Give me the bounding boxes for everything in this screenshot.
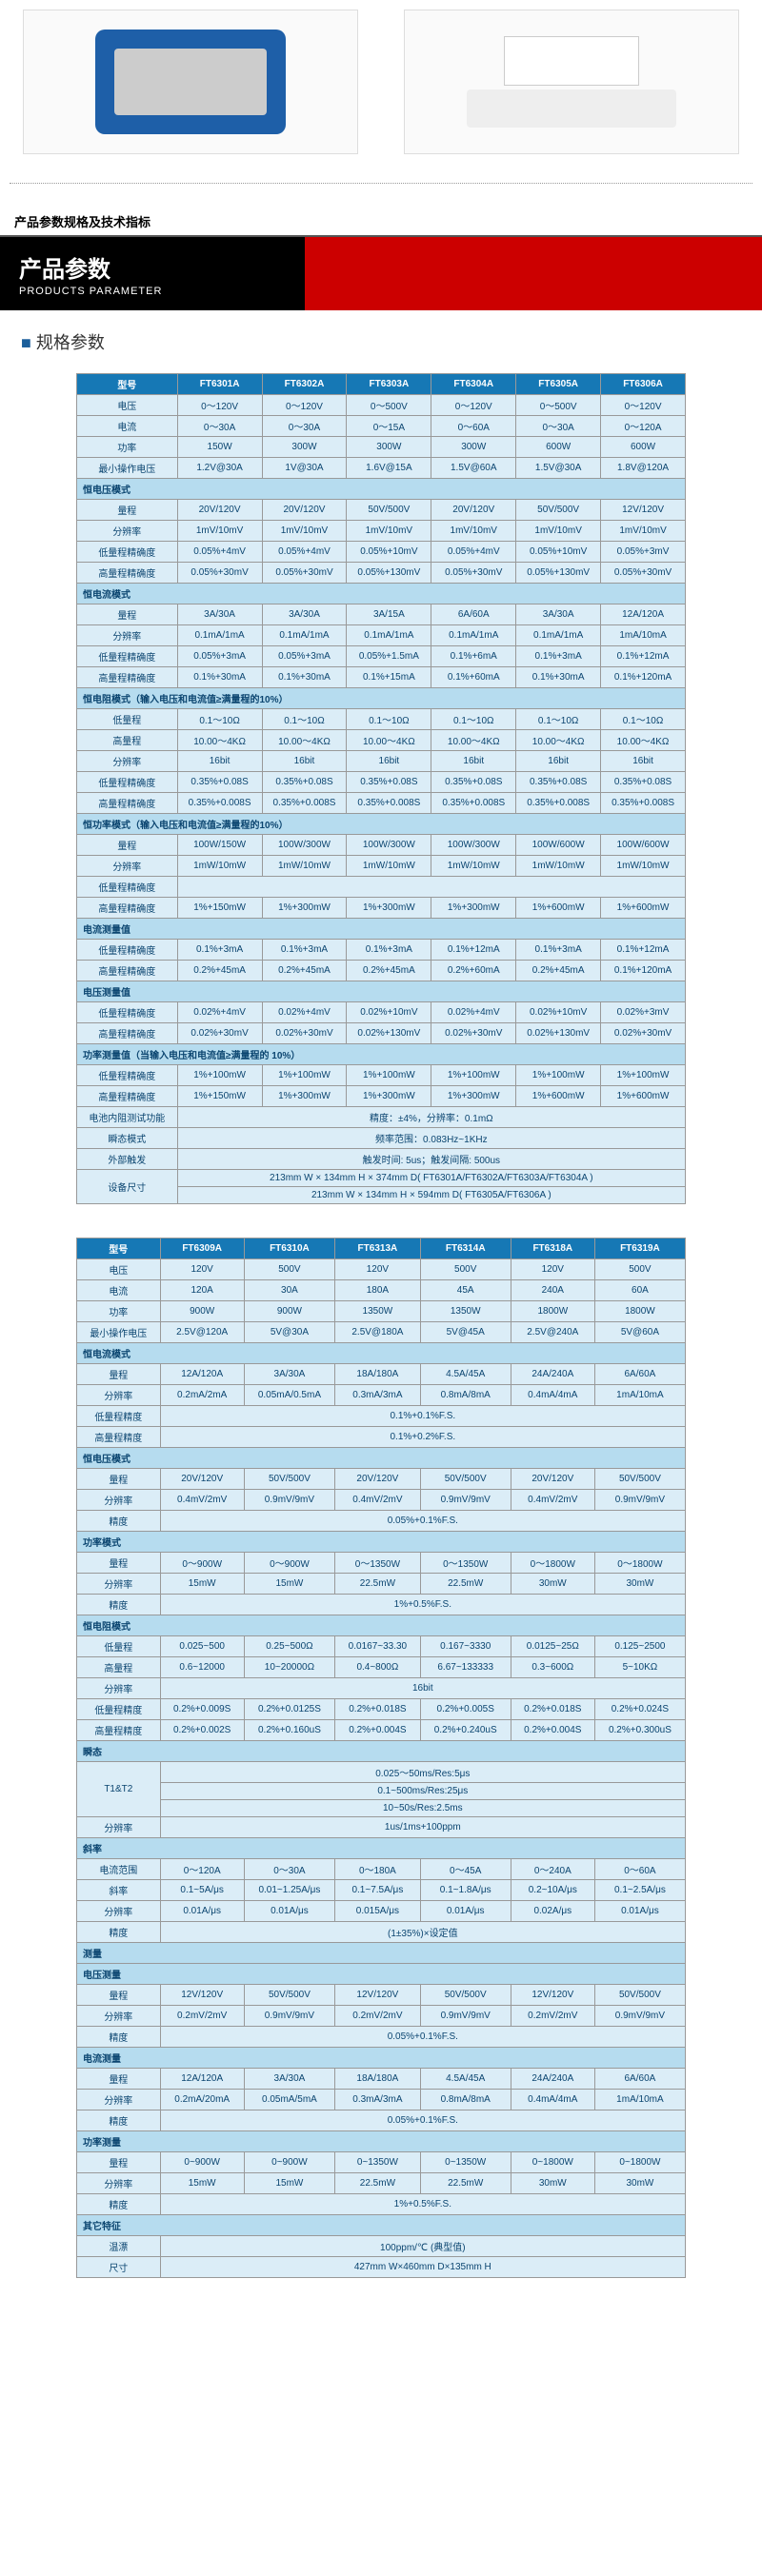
- banner: 产品参数 PRODUCTS PARAMETER: [0, 235, 762, 310]
- device-image: [23, 10, 358, 154]
- spec-table-1: 型号FT6301AFT6302AFT6303AFT6304AFT6305AFT6…: [76, 373, 686, 1204]
- spec-table-2: 型号FT6309AFT6310AFT6313AFT6314AFT6318AFT6…: [76, 1238, 686, 2278]
- banner-subtitle: PRODUCTS PARAMETER: [19, 286, 743, 297]
- spec-title: 规格参数: [0, 310, 762, 364]
- section-label: 产品参数规格及技术指标: [0, 203, 762, 235]
- banner-title: 产品参数: [19, 250, 743, 284]
- accessories-image: [404, 10, 739, 154]
- separator: [10, 183, 752, 184]
- product-images: [0, 0, 762, 164]
